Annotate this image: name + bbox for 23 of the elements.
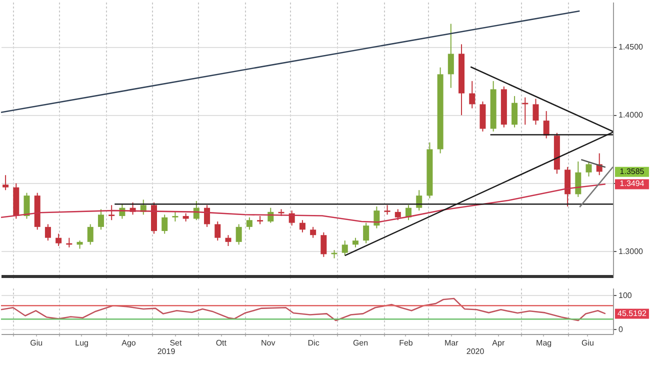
text: 2020	[466, 347, 485, 356]
x-tick-label: Lug	[75, 338, 88, 348]
x-tick-label: Mag	[536, 338, 552, 348]
y-tick-label: 1.4000	[618, 110, 644, 120]
x-tick-label: Mar	[444, 338, 459, 348]
y-tick-label: 100	[618, 290, 632, 300]
text: 45.5192	[618, 308, 648, 318]
x-tick-label: Nov	[260, 338, 276, 348]
y-tick-label: 1.4500	[618, 42, 644, 52]
x-tick-label: Feb	[399, 338, 414, 348]
x-tick-label: Ago	[122, 338, 136, 348]
y-tick-label: 1.3000	[618, 246, 644, 256]
x-tick-label: Dic	[308, 338, 320, 348]
x-tick-label: Giu	[30, 338, 43, 348]
y-tick-label: 0	[618, 324, 624, 334]
x-tick-label: Ott	[216, 338, 228, 348]
x-tick-label: Giu	[582, 338, 594, 348]
x-tick-label: Gen	[352, 338, 368, 348]
text: 1.3585	[620, 166, 645, 176]
x-tick-label: Set	[170, 338, 182, 348]
text: 1.3494	[620, 179, 645, 188]
x-tick-label: Apr	[492, 338, 505, 348]
text: 2019	[157, 347, 176, 356]
